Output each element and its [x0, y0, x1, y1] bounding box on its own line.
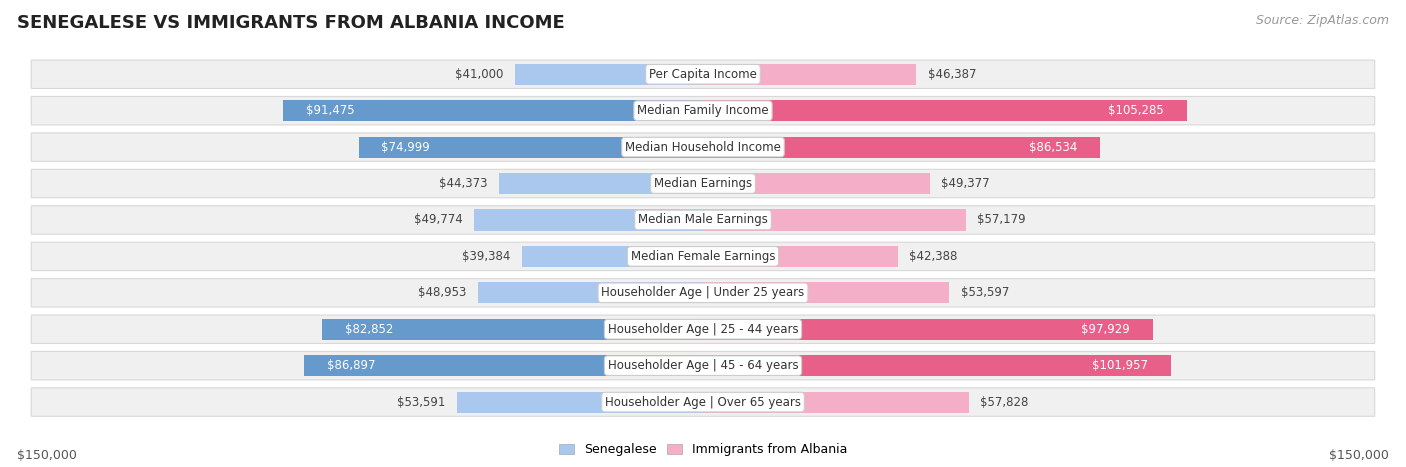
- Text: $49,377: $49,377: [941, 177, 990, 190]
- Text: $82,852: $82,852: [346, 323, 394, 336]
- Text: $101,957: $101,957: [1092, 359, 1149, 372]
- FancyBboxPatch shape: [31, 60, 1375, 88]
- Text: Source: ZipAtlas.com: Source: ZipAtlas.com: [1256, 14, 1389, 27]
- Bar: [322, 318, 703, 340]
- FancyBboxPatch shape: [31, 133, 1375, 161]
- Text: Householder Age | Over 65 years: Householder Age | Over 65 years: [605, 396, 801, 409]
- Bar: [703, 209, 966, 231]
- Text: Householder Age | 25 - 44 years: Householder Age | 25 - 44 years: [607, 323, 799, 336]
- Bar: [474, 209, 703, 231]
- Text: $44,373: $44,373: [439, 177, 488, 190]
- Text: Householder Age | 45 - 64 years: Householder Age | 45 - 64 years: [607, 359, 799, 372]
- Bar: [703, 282, 949, 304]
- FancyBboxPatch shape: [31, 97, 1375, 125]
- Text: $150,000: $150,000: [17, 449, 77, 462]
- Text: Median Household Income: Median Household Income: [626, 141, 780, 154]
- Text: $74,999: $74,999: [381, 141, 430, 154]
- Bar: [703, 173, 929, 194]
- Bar: [304, 355, 703, 376]
- Text: $48,953: $48,953: [419, 286, 467, 299]
- Text: $97,929: $97,929: [1081, 323, 1130, 336]
- Bar: [703, 136, 1101, 158]
- Text: $91,475: $91,475: [307, 104, 354, 117]
- Text: $39,384: $39,384: [463, 250, 510, 263]
- Text: $53,591: $53,591: [396, 396, 446, 409]
- Text: Median Family Income: Median Family Income: [637, 104, 769, 117]
- FancyBboxPatch shape: [31, 315, 1375, 343]
- FancyBboxPatch shape: [31, 242, 1375, 270]
- Text: $46,387: $46,387: [928, 68, 976, 81]
- Text: Householder Age | Under 25 years: Householder Age | Under 25 years: [602, 286, 804, 299]
- Bar: [359, 136, 703, 158]
- Bar: [478, 282, 703, 304]
- Text: Median Female Earnings: Median Female Earnings: [631, 250, 775, 263]
- Text: Per Capita Income: Per Capita Income: [650, 68, 756, 81]
- Bar: [283, 100, 703, 121]
- FancyBboxPatch shape: [31, 388, 1375, 416]
- Text: $49,774: $49,774: [415, 213, 463, 226]
- Text: $57,179: $57,179: [977, 213, 1026, 226]
- Legend: Senegalese, Immigrants from Albania: Senegalese, Immigrants from Albania: [554, 439, 852, 461]
- Bar: [457, 391, 703, 413]
- Bar: [703, 64, 917, 85]
- Bar: [522, 246, 703, 267]
- Text: Median Earnings: Median Earnings: [654, 177, 752, 190]
- Text: $86,897: $86,897: [326, 359, 375, 372]
- Text: $41,000: $41,000: [454, 68, 503, 81]
- Text: Median Male Earnings: Median Male Earnings: [638, 213, 768, 226]
- Bar: [703, 246, 897, 267]
- FancyBboxPatch shape: [31, 352, 1375, 380]
- FancyBboxPatch shape: [31, 279, 1375, 307]
- Bar: [703, 391, 969, 413]
- FancyBboxPatch shape: [31, 170, 1375, 198]
- Bar: [499, 173, 703, 194]
- Bar: [703, 318, 1153, 340]
- Text: $105,285: $105,285: [1108, 104, 1164, 117]
- Text: $150,000: $150,000: [1329, 449, 1389, 462]
- Text: SENEGALESE VS IMMIGRANTS FROM ALBANIA INCOME: SENEGALESE VS IMMIGRANTS FROM ALBANIA IN…: [17, 14, 565, 32]
- Bar: [703, 355, 1171, 376]
- Text: $42,388: $42,388: [910, 250, 957, 263]
- Text: $53,597: $53,597: [960, 286, 1010, 299]
- FancyBboxPatch shape: [31, 206, 1375, 234]
- Bar: [515, 64, 703, 85]
- Text: $57,828: $57,828: [980, 396, 1028, 409]
- Text: $86,534: $86,534: [1029, 141, 1077, 154]
- Bar: [703, 100, 1187, 121]
